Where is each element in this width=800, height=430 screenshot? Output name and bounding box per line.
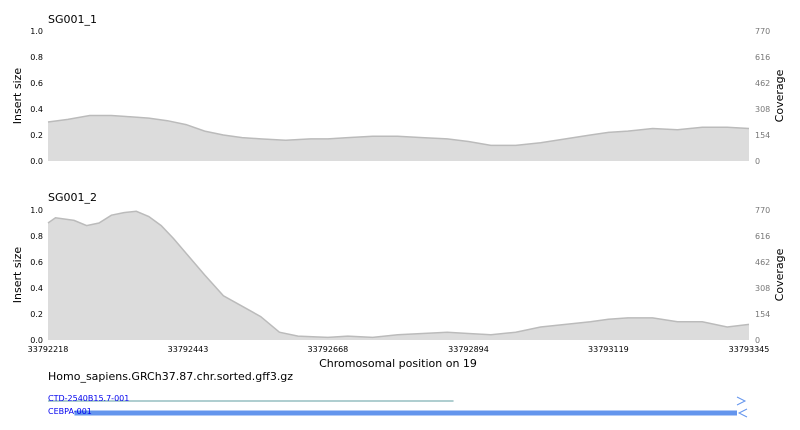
panel-title: SG001_1	[48, 13, 97, 26]
coverage-line	[47, 114, 750, 147]
y-axis-label-left: Insert size	[11, 68, 24, 125]
x-tick-label: 33792668	[308, 345, 349, 354]
coverage-area	[48, 211, 749, 340]
x-axis: 33792218 33792443 33792668 33792894 33793119…	[28, 345, 770, 354]
y-tick-label-left: 0.8	[30, 232, 43, 241]
coverage-line	[47, 210, 750, 339]
y-tick-label-right: 462	[755, 79, 770, 88]
y-tick-label-left: 0.8	[30, 53, 43, 62]
coverage-panel-sg001-2: SG001_2 Insert size Coverage 0.0 0.2 0.4 0.…	[11, 191, 786, 345]
y-axis-label-right: Coverage	[773, 248, 786, 301]
annotation-file-name: Homo_sapiens.GRCh37.87.chr.sorted.gff3.g…	[48, 370, 293, 383]
panel-title: SG001_2	[48, 191, 97, 204]
y-tick-label-right: 770	[755, 27, 770, 36]
y-tick-label-left: 0.4	[30, 284, 43, 293]
y-tick-label-right: 616	[755, 232, 770, 241]
y-tick-label-left: 0.0	[30, 157, 43, 166]
y-tick-label-right: 154	[755, 310, 770, 319]
annotation-track: Homo_sapiens.GRCh37.87.chr.sorted.gff3.g…	[48, 370, 748, 418]
x-tick-label: 33793119	[588, 345, 629, 354]
y-tick-label-right: 462	[755, 258, 770, 267]
x-tick-label: 33792894	[448, 345, 489, 354]
y-tick-label-right: 154	[755, 131, 770, 140]
y-tick-label-right: 770	[755, 206, 770, 215]
y-tick-label-right: 308	[755, 105, 770, 114]
y-tick-label-left: 0.4	[30, 105, 43, 114]
strand-arrow-reverse-icon	[737, 408, 748, 418]
y-tick-label-right: 616	[755, 53, 770, 62]
y-tick-label-left: 0.0	[30, 336, 43, 345]
y-tick-label-left: 1.0	[30, 206, 43, 215]
x-tick-label: 33792443	[168, 345, 209, 354]
x-tick-label: 33792218	[28, 345, 69, 354]
y-tick-label-right: 308	[755, 284, 770, 293]
y-tick-label-left: 0.6	[30, 79, 43, 88]
y-tick-label-right: 0	[755, 336, 760, 345]
coverage-area	[48, 115, 749, 161]
x-axis-label: Chromosomal position on 19	[319, 357, 477, 370]
y-axis-label-right: Coverage	[773, 69, 786, 122]
y-tick-label-right: 0	[755, 157, 760, 166]
coverage-panel-sg001-1: SG001_1 Insert size Coverage 0.0 0.2 0.4 0.…	[11, 13, 786, 166]
y-tick-label-left: 0.2	[30, 131, 43, 140]
y-tick-label-left: 1.0	[30, 27, 43, 36]
strand-arrow-forward-icon	[736, 396, 747, 406]
feature-label[interactable]: CEBPA-001	[48, 407, 92, 416]
y-tick-label-left: 0.2	[30, 310, 43, 319]
y-axis-label-left: Insert size	[11, 247, 24, 304]
x-tick-label: 33793345	[729, 345, 770, 354]
feature-label[interactable]: CTD-2540B15.7-001	[48, 394, 129, 403]
y-tick-label-left: 0.6	[30, 258, 43, 267]
